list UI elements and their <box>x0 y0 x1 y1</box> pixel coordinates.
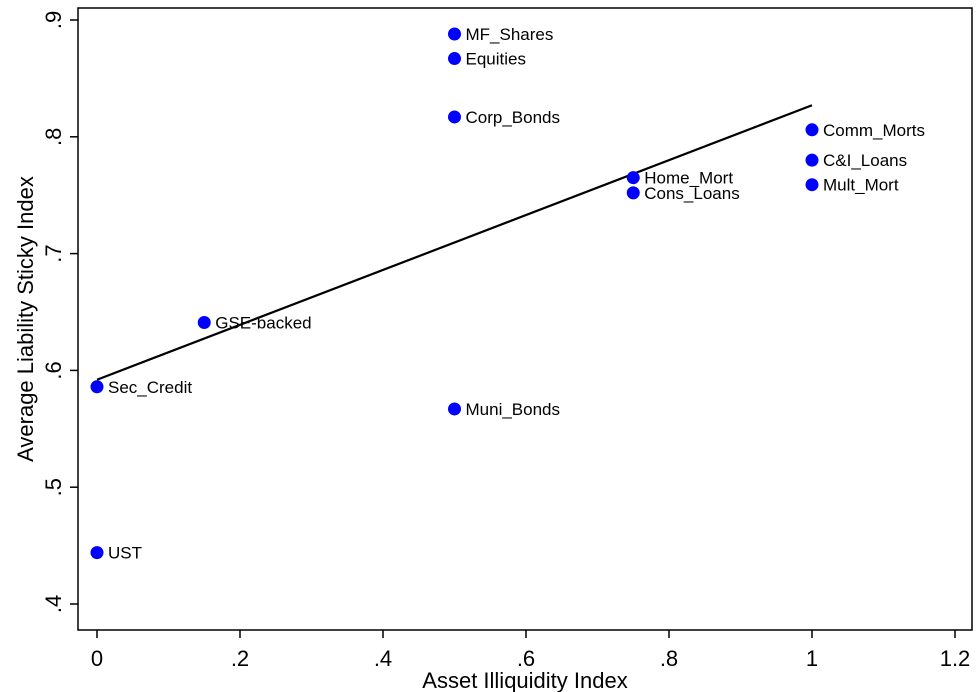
point-label: Cons_Loans <box>644 184 739 203</box>
y-axis-title: Average Liability Sticky Index <box>13 176 38 462</box>
point-label: Sec_Credit <box>108 378 192 397</box>
x-tick-label: 0 <box>91 646 103 671</box>
data-point <box>448 110 461 124</box>
x-tick-label: .4 <box>374 646 392 671</box>
x-tick-label: 1 <box>806 646 818 671</box>
point-label: UST <box>108 544 142 563</box>
data-point <box>90 546 104 560</box>
x-tick-label: .2 <box>231 646 249 671</box>
data-point <box>448 52 461 66</box>
y-tick-label: .6 <box>41 361 66 379</box>
y-tick-label: .7 <box>41 244 66 262</box>
point-label: Comm_Morts <box>823 121 925 140</box>
point-label: Muni_Bonds <box>466 400 561 419</box>
x-axis-title: Asset Illiquidity Index <box>422 668 627 692</box>
fit-line-layer <box>96 104 813 381</box>
data-point <box>448 27 461 41</box>
data-point <box>197 316 211 330</box>
y-tick-label: .5 <box>41 478 66 496</box>
y-tick-label: .4 <box>41 595 66 613</box>
data-point <box>805 178 819 192</box>
data-point <box>626 171 640 185</box>
point-label: Mult_Mort <box>823 176 899 195</box>
y-axis: .4 .5 .6 .7 .8 .9 <box>41 11 78 613</box>
point-label: GSE-backed <box>215 314 311 333</box>
data-point <box>626 186 640 200</box>
data-point <box>90 380 104 394</box>
point-label: Corp_Bonds <box>466 108 561 127</box>
y-tick-label: .8 <box>41 128 66 146</box>
point-label: Home_Mort <box>644 169 733 188</box>
labels-layer: MF_Shares Equities Corp_Bonds Comm_Morts C&I… <box>108 25 925 563</box>
y-tick-label: .9 <box>41 11 66 29</box>
data-point <box>805 153 819 167</box>
point-label: Equities <box>466 50 526 69</box>
fit-line <box>96 104 813 381</box>
x-tick-label: .8 <box>660 646 678 671</box>
x-tick-label: 1.2 <box>940 646 971 671</box>
data-point <box>448 402 461 416</box>
data-point <box>805 123 819 137</box>
point-label: C&I_Loans <box>823 151 907 170</box>
x-tick-label: .6 <box>517 646 535 671</box>
point-label: MF_Shares <box>466 25 554 44</box>
x-axis: 0 .2 .4 .6 .8 1 1.2 <box>91 630 970 671</box>
plot-frame <box>77 7 973 631</box>
points-layer <box>90 27 819 560</box>
